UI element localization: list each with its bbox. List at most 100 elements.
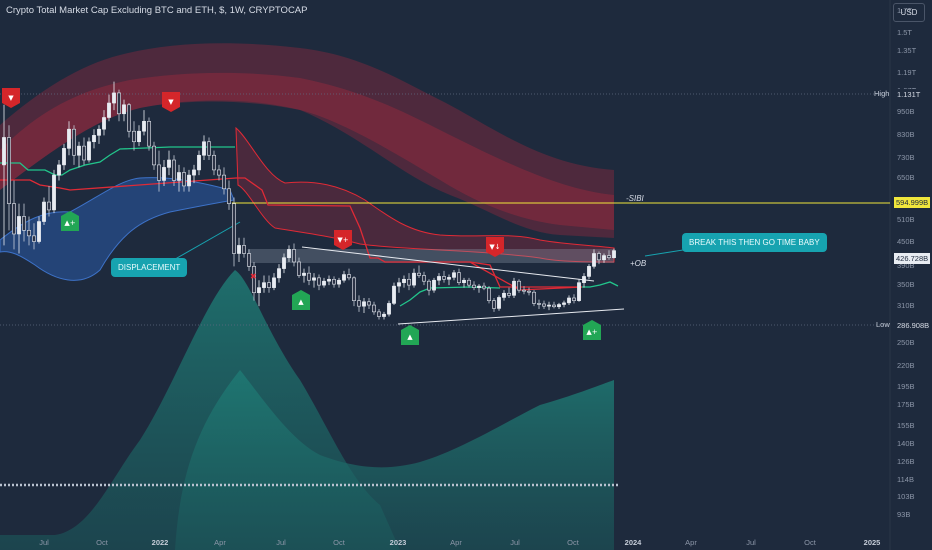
- low-tag: 286.908B: [895, 320, 932, 331]
- candle-body: [147, 121, 151, 147]
- candle-body: [377, 311, 381, 317]
- candle-body: [317, 277, 321, 286]
- candle-body: [202, 141, 206, 156]
- sibi-annotation: -SIBI: [626, 194, 644, 203]
- time-tick-label: Jul: [510, 538, 520, 547]
- candle-body: [142, 121, 146, 132]
- time-tick-label: Apr: [450, 538, 462, 547]
- candle-body: [552, 304, 556, 308]
- price-tick-label: 126B: [897, 457, 915, 467]
- sell-signal-marker: ▼↓: [486, 237, 504, 257]
- candle-body: [322, 280, 326, 286]
- time-tick-label: Jul: [39, 538, 49, 547]
- candle-body: [522, 289, 526, 292]
- candle-body: [172, 159, 176, 181]
- candles-layer: [2, 81, 616, 320]
- time-tick-label: Apr: [685, 538, 697, 547]
- triangle-lower-line: [397, 308, 625, 325]
- price-tick-label: 510B: [897, 214, 915, 224]
- price-tick-label: 350B: [897, 280, 915, 290]
- candle-body: [402, 278, 406, 283]
- price-tick-label: 1.7T: [897, 6, 913, 15]
- signal-marker-shape: [61, 211, 79, 231]
- candle-body: [212, 154, 216, 171]
- candle-body: [507, 292, 511, 296]
- candle-body: [287, 249, 291, 258]
- displacement-leader: [169, 221, 241, 263]
- candle-body: [432, 279, 436, 291]
- candle-body: [497, 297, 501, 309]
- price-tick-label: 114B: [897, 474, 914, 484]
- signal-marker-label: ▲: [298, 298, 304, 306]
- candle-body: [362, 301, 366, 307]
- candle-body: [52, 174, 56, 211]
- candle-body: [82, 145, 86, 161]
- candle-body: [587, 266, 591, 277]
- buy-signal-marker: ▲+: [583, 320, 601, 340]
- price-tick-label: 950B: [897, 106, 915, 116]
- signal-marker-shape: [334, 230, 352, 250]
- time-tick-label: Oct: [567, 538, 579, 547]
- time-tick-label: 2025: [863, 538, 881, 547]
- candle-body: [162, 167, 166, 181]
- price-tick-label: 93B: [897, 510, 911, 519]
- candle-body: [197, 154, 201, 171]
- candle-body: [352, 277, 356, 301]
- candle-body: [42, 201, 46, 222]
- candle-body: [442, 276, 446, 280]
- order-block-zone: [248, 249, 614, 263]
- signal-marker-label: ▼: [8, 94, 14, 102]
- candle-body: [247, 253, 251, 267]
- candle-body: [467, 279, 471, 286]
- break-callout: BREAK THIS THEN GO TIME BABY: [682, 233, 827, 252]
- candle-body: [37, 221, 41, 242]
- signal-markers-layer: ▼ ▼ ▲+ ▲ ▼+ ▼↓ ▲ ▲+: [2, 88, 601, 345]
- cross-marker: ✖: [250, 272, 257, 281]
- candle-body: [92, 135, 96, 143]
- price-tick-label: 730B: [897, 152, 915, 162]
- signal-marker-label: ▼+: [337, 236, 348, 244]
- candle-body: [127, 104, 131, 132]
- sell-signal-marker: ▼: [2, 88, 20, 108]
- candle-body: [547, 304, 551, 307]
- candle-body: [327, 278, 331, 282]
- candle-body: [277, 268, 281, 279]
- candle-body: [57, 164, 61, 176]
- time-tick-label: Oct: [804, 538, 816, 547]
- price-tick-label: 310B: [897, 301, 915, 311]
- currency-button[interactable]: USD: [893, 3, 925, 22]
- candle-body: [97, 128, 101, 136]
- candle-body: [252, 266, 256, 294]
- time-tick-label: 2022: [151, 538, 169, 547]
- candle-body: [367, 301, 371, 306]
- signal-marker-shape: [486, 237, 504, 257]
- displacement-callout: DISPLACEMENT: [111, 258, 188, 277]
- candle-body: [192, 169, 196, 176]
- candle-body: [262, 282, 266, 288]
- time-tick-label: 2024: [624, 538, 642, 547]
- time-tick-label: Apr: [214, 538, 226, 547]
- candle-body: [487, 287, 491, 301]
- volume-area-right: [175, 370, 614, 550]
- candle-body: [87, 141, 91, 161]
- candle-body: [577, 282, 581, 301]
- red-cloud-inner: [0, 72, 614, 231]
- candle-body: [382, 313, 386, 317]
- candle-body: [292, 249, 296, 263]
- candle-body: [567, 297, 571, 304]
- candle-body: [227, 188, 231, 204]
- buy-signal-marker: ▲: [401, 325, 419, 345]
- candle-body: [347, 274, 351, 279]
- price-tick-label: 195B: [897, 381, 915, 391]
- time-tick-label: 2023: [389, 538, 407, 547]
- candle-body: [592, 253, 596, 267]
- blue-cloud: [0, 177, 235, 281]
- price-tick-label: 1.19T: [897, 67, 917, 77]
- candle-body: [392, 285, 396, 304]
- price-tick-label: 250B: [897, 338, 915, 348]
- candle-body: [492, 300, 496, 309]
- candle-body: [72, 128, 76, 156]
- candle-body: [527, 290, 531, 293]
- candle-body: [152, 145, 156, 166]
